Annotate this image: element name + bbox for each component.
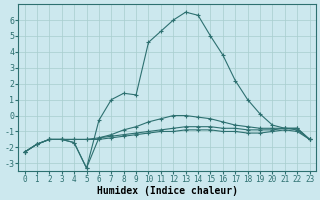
X-axis label: Humidex (Indice chaleur): Humidex (Indice chaleur) bbox=[97, 186, 237, 196]
